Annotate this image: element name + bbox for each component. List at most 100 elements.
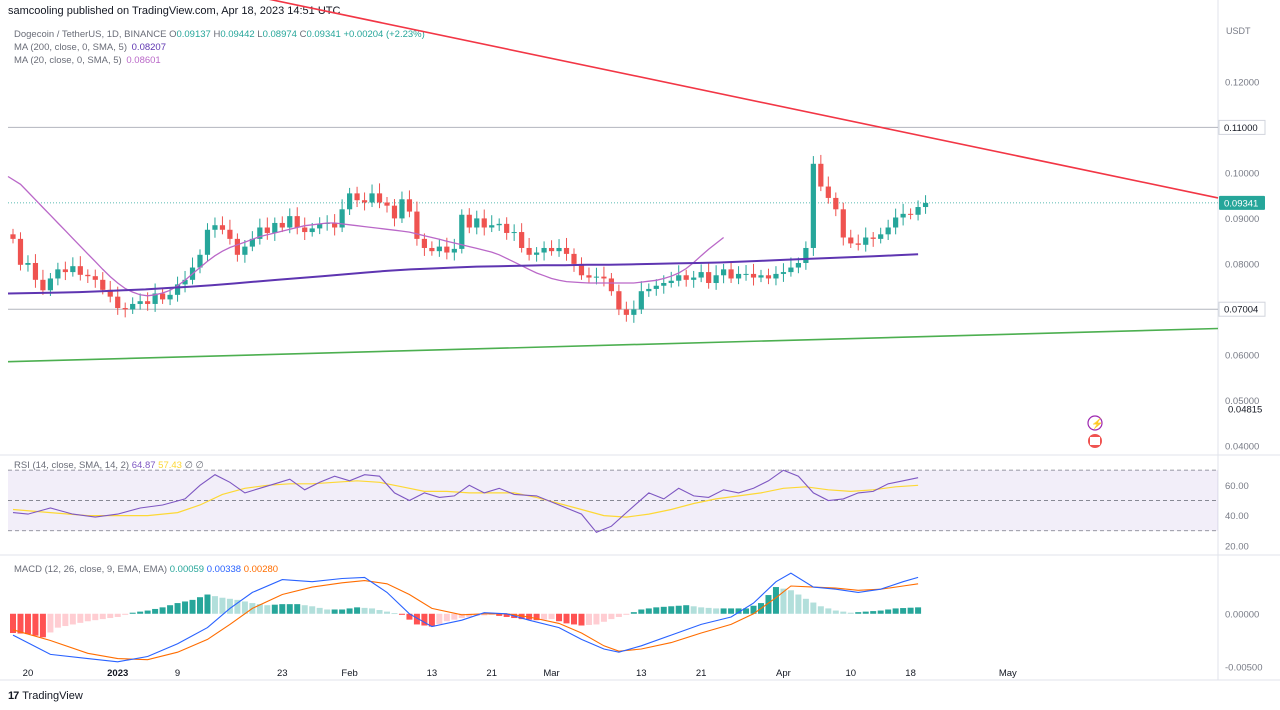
macd-histogram-bar [817,606,824,614]
macd-histogram-bar [159,607,166,614]
time-tick-label: 23 [277,668,288,679]
candle-body [361,200,368,203]
rsi-legend[interactable]: RSI (14, close, SMA, 14, 2) 64.87 57.43 … [14,460,204,471]
macd-histogram-bar [182,601,189,614]
macd-histogram-bar [301,605,308,614]
candle-body [646,288,652,292]
candle-body [219,225,226,230]
candle-body [496,223,502,226]
macd-histogram-bar [855,612,862,614]
ohlc-open-key: O [169,29,177,40]
ma20-label: MA (20, close, 0, SMA, 5) [14,55,122,66]
candle-body [504,223,510,233]
candle-body [616,291,622,310]
macd-histogram-bar [47,613,54,633]
time-tick-label: Feb [341,668,357,679]
macd-histogram-bar [458,613,465,619]
candle-body [721,269,727,276]
candle-body [661,283,667,286]
level-price-tag [1218,301,1266,317]
candle-body [25,262,31,265]
ohlc-low: L0.08974 [257,29,297,40]
level-price-label: 0.11000 [1224,123,1258,134]
time-tick-label: Apr [776,668,791,679]
ohlc-open: O0.09137 [169,29,211,40]
candle-body [391,205,398,219]
tradingview-footer[interactable]: 17 TradingView [8,690,83,702]
candle-body [870,237,876,239]
candle-body [848,237,854,244]
macd-histogram-bar [391,613,398,615]
candle-body [339,209,345,228]
candle-body [309,228,315,233]
ma200-legend[interactable]: MA (200, close, 0, SMA, 5) 0.08207 [14,42,166,53]
candle-body [623,309,629,315]
time-tick-label: 21 [486,668,497,679]
macd-histogram-bar [720,608,727,614]
macd-histogram-bar [533,613,540,621]
macd-histogram-bar [870,611,877,614]
ma200-label: MA (200, close, 0, SMA, 5) [14,42,127,53]
macd-histogram-bar [660,606,667,614]
candle-body [825,186,831,198]
candle-body [833,197,839,210]
candle-body [317,223,323,229]
macd-histogram-bar [369,608,376,614]
macd-histogram-bar [122,613,129,615]
rsi-tick-label: 20.00 [1225,541,1249,552]
candle-body [459,214,465,249]
macd-histogram-bar [264,605,271,614]
macd-histogram-bar [428,613,435,627]
candle-body [765,275,772,279]
candle-body [593,276,600,278]
macd-histogram-bar [630,612,637,614]
candle-body [526,247,532,255]
candle-body [242,246,248,255]
macd-histogram-bar [346,608,353,614]
ohlc-low-key: L [257,29,263,40]
price-tick-label: 0.12000 [1225,77,1259,88]
macd-histogram-bar [772,587,779,614]
candle-body [698,272,704,278]
symbol-name[interactable]: Dogecoin / TetherUS, 1D, BINANCE [14,29,167,40]
candle-body [122,308,128,310]
ma200-line [7,253,919,295]
macd-histogram-bar [316,607,323,614]
rsi-label: RSI (14, close, SMA, 14, 2) [14,460,130,471]
macd-histogram-bar [885,609,892,614]
macd-histogram-bar [892,608,899,614]
macd-histogram-bar [548,613,555,620]
candle-body [436,246,442,252]
macd-histogram-bar [234,599,241,614]
macd-histogram-bar [750,605,757,614]
level-price-tag [1218,119,1266,135]
macd-histogram-bar [496,613,503,616]
rsi-tail: ∅ ∅ [184,460,204,471]
candle-body [160,293,166,300]
macd-histogram-bar [129,612,136,614]
macd-histogram-bar [256,604,263,614]
price-tick-label: 0.05000 [1225,396,1259,407]
candle-body [62,269,68,273]
candle-body [332,222,338,228]
rsi-value: 64.87 [131,460,156,471]
level-price-label: 0.07004 [1224,305,1258,316]
macd-histogram-bar [675,605,682,614]
macd-histogram-bar [443,613,450,622]
macd-histogram-bar [294,604,301,614]
candle-body [414,211,420,239]
macd-label: MACD (12, 26, close, 9, EMA, EMA) [14,564,168,575]
candle-body [451,248,457,253]
candle-body [855,243,861,245]
candle-body [399,199,405,219]
current-price-label: 0.09341 [1224,198,1258,209]
candle-body [376,193,383,203]
us-flag-body [1090,437,1100,445]
macd-histogram-bar [62,613,69,627]
macd-histogram-bar [541,613,548,620]
ma20-legend[interactable]: MA (20, close, 0, SMA, 5) 0.08601 [14,55,161,66]
candle-body [384,202,390,206]
candle-body [249,238,255,247]
macd-legend[interactable]: MACD (12, 26, close, 9, EMA, EMA) 0.0005… [14,564,278,575]
